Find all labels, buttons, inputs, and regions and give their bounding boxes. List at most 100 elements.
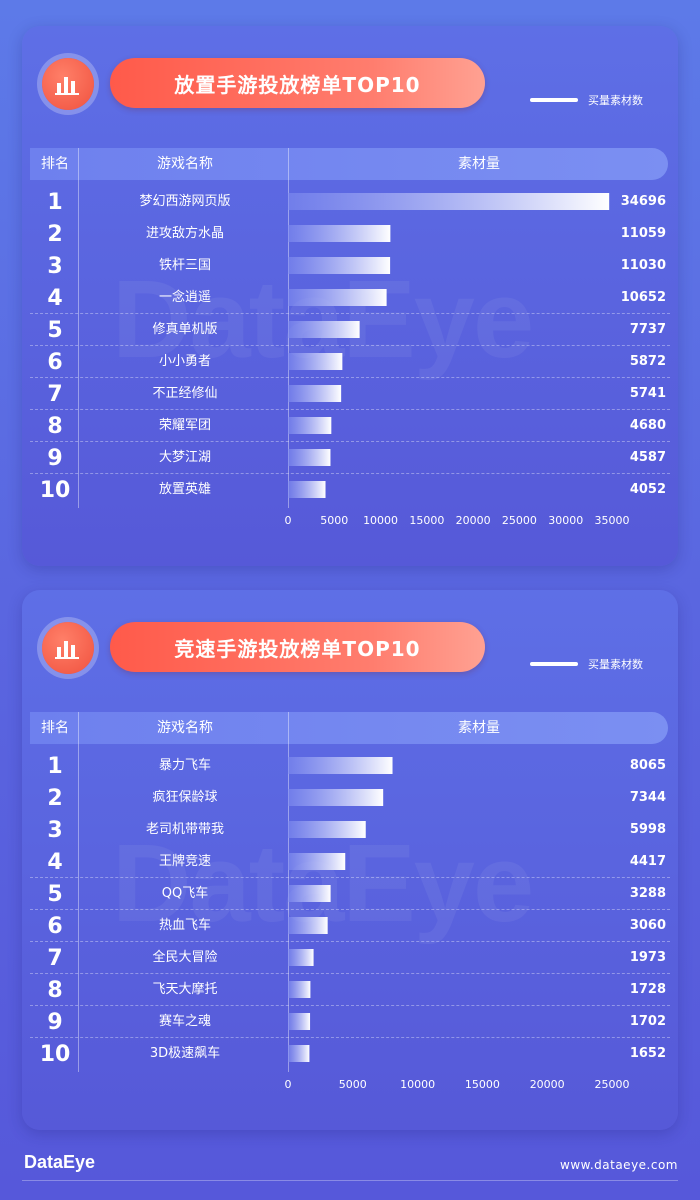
bar — [288, 853, 346, 870]
rank-number: 8 — [47, 414, 63, 439]
row-divider — [30, 973, 670, 974]
x-tick-label: 25000 — [502, 514, 537, 527]
row-divider — [30, 1005, 670, 1006]
table-header: 排名 游戏名称 素材量 — [30, 712, 668, 744]
game-name: 大梦江湖 — [158, 450, 211, 465]
table-row: 5 QQ飞车 3288 — [30, 878, 670, 910]
game-name: 疯狂保龄球 — [152, 790, 218, 805]
row-divider — [30, 409, 670, 410]
table-row: 7 全民大冒险 1973 — [30, 942, 670, 974]
bar — [288, 1013, 311, 1030]
game-name: 飞天大摩托 — [152, 982, 218, 997]
rank-number: 7 — [47, 946, 63, 971]
data-label: 3060 — [629, 918, 666, 933]
x-tick-label: 15000 — [409, 514, 444, 527]
x-tick-label: 35000 — [595, 514, 630, 527]
data-label: 7344 — [629, 790, 666, 805]
bar-chart-icon — [42, 622, 94, 674]
rank-number: 9 — [47, 446, 63, 471]
data-label: 34696 — [620, 194, 666, 209]
footer-url[interactable]: www.dataeye.com — [560, 1158, 678, 1172]
x-tick-label: 15000 — [465, 1078, 500, 1091]
legend-swatch — [530, 98, 578, 102]
table-row: 3 铁杆三国 11030 — [30, 250, 670, 282]
game-name: 铁杆三国 — [158, 258, 211, 273]
rank-number: 3 — [47, 254, 63, 279]
bar — [288, 193, 610, 210]
rank-number: 5 — [47, 318, 63, 343]
game-name: 一念逍遥 — [158, 290, 211, 305]
bar — [288, 417, 332, 434]
rank-number: 3 — [47, 818, 63, 843]
bar-chart: 0 5000 10000 15000 20000 25000 — [285, 757, 630, 1091]
row-divider — [30, 941, 670, 942]
footer-divider — [22, 1180, 678, 1181]
header-name: 游戏名称 — [157, 720, 213, 736]
legend-label: 买量素材数 — [588, 658, 643, 671]
game-name: 热血飞车 — [158, 918, 211, 933]
bar — [288, 949, 314, 966]
game-name: 梦幻西游网页版 — [139, 194, 231, 209]
x-tick-label: 10000 — [400, 1078, 435, 1091]
rank-number: 2 — [47, 222, 63, 247]
x-tick-label: 10000 — [363, 514, 398, 527]
data-label: 7737 — [629, 322, 666, 337]
row-divider — [30, 1037, 670, 1038]
x-tick-label: 5000 — [339, 1078, 367, 1091]
data-label: 5741 — [629, 386, 666, 401]
rank-number: 7 — [47, 382, 63, 407]
data-label: 4417 — [629, 854, 666, 869]
table-row: 6 小小勇者 5872 — [30, 346, 670, 378]
rank-number: 6 — [47, 350, 63, 375]
data-label: 1702 — [629, 1014, 666, 1029]
bar — [288, 917, 328, 934]
legend-swatch — [530, 662, 578, 666]
rows: 1 梦幻西游网页版 34696 2 进攻敌方水晶 11059 3 铁杆三国 11030 4 一念逍遥… — [30, 186, 670, 506]
bar — [288, 757, 393, 774]
bar — [288, 385, 342, 402]
table-row: 10 3D极速飙车 1652 — [30, 1038, 670, 1070]
bar — [288, 353, 343, 370]
game-name: 全民大冒险 — [152, 950, 218, 965]
bar — [288, 981, 311, 998]
rank-number: 4 — [47, 286, 63, 311]
rank-number: 6 — [47, 914, 63, 939]
bar-chart-icon — [42, 58, 94, 110]
row-divider — [30, 377, 670, 378]
x-tick-label: 0 — [285, 514, 292, 527]
legend: 买量素材数 — [530, 656, 643, 672]
legend-label: 买量素材数 — [588, 94, 643, 107]
table-header: 排名 游戏名称 素材量 — [30, 148, 668, 180]
data-label: 10652 — [620, 290, 666, 305]
rank-number: 1 — [47, 754, 63, 779]
row-divider — [30, 441, 670, 442]
rank-number: 5 — [47, 882, 63, 907]
rows: 1 暴力飞车 8065 2 疯狂保龄球 7344 3 老司机带带我 5998 4 王牌竞速 4417 5… — [30, 750, 670, 1070]
row-divider — [30, 877, 670, 878]
header-name: 游戏名称 — [157, 156, 213, 172]
table-row: 1 梦幻西游网页版 34696 — [30, 186, 670, 218]
game-name: QQ飞车 — [161, 886, 209, 901]
column-divider — [78, 712, 79, 1072]
row-divider — [30, 473, 670, 474]
table-row: 10 放置英雄 4052 — [30, 474, 670, 506]
data-label: 4680 — [629, 418, 666, 433]
game-name: 荣耀军团 — [158, 418, 211, 433]
bar — [288, 321, 360, 338]
ranking-panel-racing: DataEye 竞速手游投放榜单TOP10 买量素材数 排名 游戏名称 素材量 … — [22, 590, 678, 1130]
table-row: 4 一念逍遥 10652 — [30, 282, 670, 314]
game-name: 王牌竞速 — [158, 854, 211, 869]
data-label: 3288 — [629, 886, 666, 901]
data-label: 4587 — [629, 450, 666, 465]
data-label: 11059 — [620, 226, 666, 241]
table-row: 8 飞天大摩托 1728 — [30, 974, 670, 1006]
rank-number: 1 — [47, 190, 63, 215]
table-row: 6 热血飞车 3060 — [30, 910, 670, 942]
table-row: 2 疯狂保龄球 7344 — [30, 782, 670, 814]
panel-title: 竞速手游投放榜单TOP10 — [110, 622, 485, 672]
game-name: 3D极速飙车 — [149, 1046, 221, 1061]
ranking-panel-idle: DataEye 放置手游投放榜单TOP10 买量素材数 排名 游戏名称 素材量 … — [22, 26, 678, 566]
data-label: 5872 — [629, 354, 666, 369]
table-row: 1 暴力飞车 8065 — [30, 750, 670, 782]
bar — [288, 1045, 310, 1062]
